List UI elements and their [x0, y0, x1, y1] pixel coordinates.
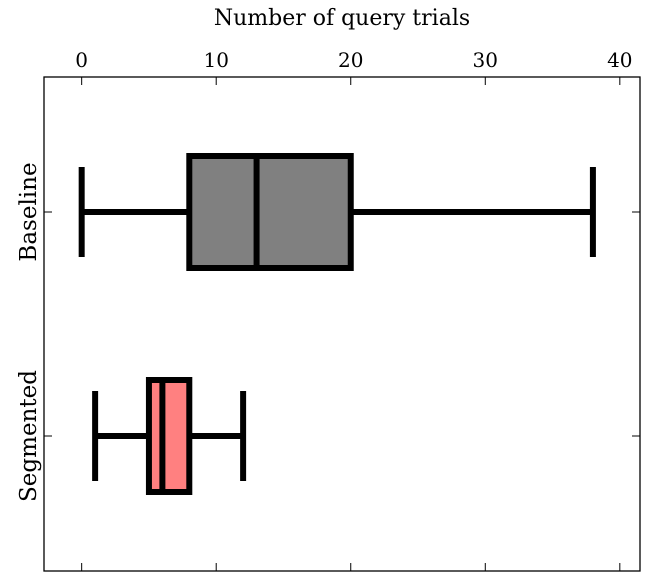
box-iqr — [145, 377, 193, 495]
box-segmented: Segmented — [16, 370, 640, 502]
category-label: Segmented — [16, 370, 42, 502]
x-tick-label: 0 — [75, 48, 88, 72]
plot-frame — [43, 76, 641, 572]
x-axis-ticks: 0 10 20 30 40 — [75, 48, 633, 571]
box-baseline: Baseline — [16, 153, 640, 271]
x-axis-label: Number of query trials — [214, 6, 470, 31]
box-iqr — [186, 153, 354, 271]
category-label: Baseline — [16, 162, 42, 261]
box-series: Baseline Segmented — [16, 153, 640, 502]
x-tick-label: 40 — [607, 48, 632, 72]
x-tick-label: 30 — [473, 48, 498, 72]
x-tick-label: 20 — [338, 48, 363, 72]
x-tick-label: 10 — [203, 48, 228, 72]
